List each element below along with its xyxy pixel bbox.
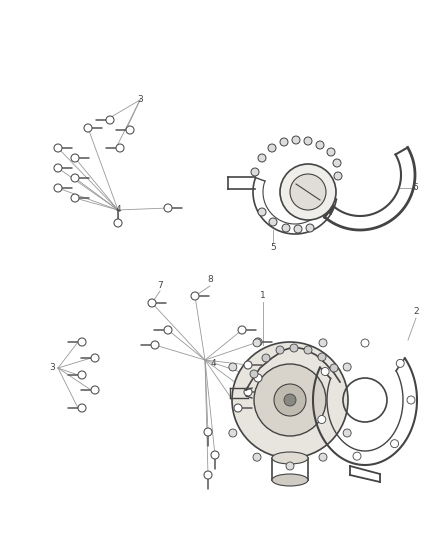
Circle shape [319,339,327,347]
Circle shape [330,364,338,372]
Text: 8: 8 [207,276,213,285]
Circle shape [254,338,262,346]
Circle shape [269,218,277,226]
Circle shape [84,124,92,132]
Circle shape [204,428,212,436]
Circle shape [232,342,348,458]
Circle shape [353,452,361,460]
Circle shape [304,346,312,354]
Circle shape [253,453,261,461]
Circle shape [91,386,99,394]
Circle shape [407,396,415,404]
Circle shape [321,367,329,376]
Circle shape [318,353,326,361]
Ellipse shape [272,452,308,464]
Circle shape [106,116,114,124]
Circle shape [294,225,302,233]
Circle shape [343,363,351,371]
Circle shape [164,204,172,212]
Circle shape [54,144,62,152]
Text: 3: 3 [49,364,55,373]
Text: 2: 2 [413,308,419,317]
Text: 4: 4 [115,206,121,214]
Circle shape [318,416,326,424]
Text: 5: 5 [270,244,276,253]
Circle shape [290,174,326,210]
Circle shape [71,154,79,162]
Text: 7: 7 [157,280,163,289]
Circle shape [282,224,290,232]
Text: 6: 6 [412,183,418,192]
Text: 1: 1 [260,290,266,300]
Circle shape [280,164,336,220]
Circle shape [229,363,237,371]
Circle shape [280,138,288,146]
Circle shape [78,371,86,379]
Circle shape [396,359,404,367]
Text: 3: 3 [137,95,143,104]
Circle shape [292,136,300,144]
Circle shape [262,354,270,362]
Circle shape [333,159,341,167]
Circle shape [274,384,306,416]
Circle shape [327,148,335,156]
Circle shape [204,471,212,479]
Circle shape [211,451,219,459]
Circle shape [254,374,262,382]
Circle shape [251,168,259,176]
Circle shape [116,144,124,152]
Circle shape [276,346,284,354]
Circle shape [391,440,399,448]
Circle shape [78,338,86,346]
Circle shape [319,453,327,461]
Circle shape [343,429,351,437]
Circle shape [148,299,156,307]
Circle shape [361,339,369,347]
Circle shape [334,172,342,180]
Circle shape [126,126,134,134]
Circle shape [238,326,246,334]
Circle shape [164,326,172,334]
Circle shape [268,144,276,152]
Circle shape [290,344,298,352]
Circle shape [316,141,324,149]
Circle shape [54,164,62,172]
Circle shape [258,154,266,162]
Circle shape [286,462,294,470]
Circle shape [229,429,237,437]
Circle shape [244,361,252,369]
Text: 4: 4 [210,359,216,368]
Circle shape [91,354,99,362]
Circle shape [234,404,242,412]
Circle shape [284,394,296,406]
Circle shape [114,219,122,227]
Circle shape [71,194,79,202]
Ellipse shape [272,474,308,486]
Circle shape [191,292,199,300]
Circle shape [250,370,258,378]
Circle shape [254,364,326,436]
Circle shape [78,404,86,412]
Circle shape [151,341,159,349]
Circle shape [54,184,62,192]
Circle shape [253,339,261,347]
Circle shape [304,137,312,145]
Circle shape [71,174,79,182]
Circle shape [258,208,266,216]
Circle shape [244,388,252,396]
Circle shape [306,224,314,232]
